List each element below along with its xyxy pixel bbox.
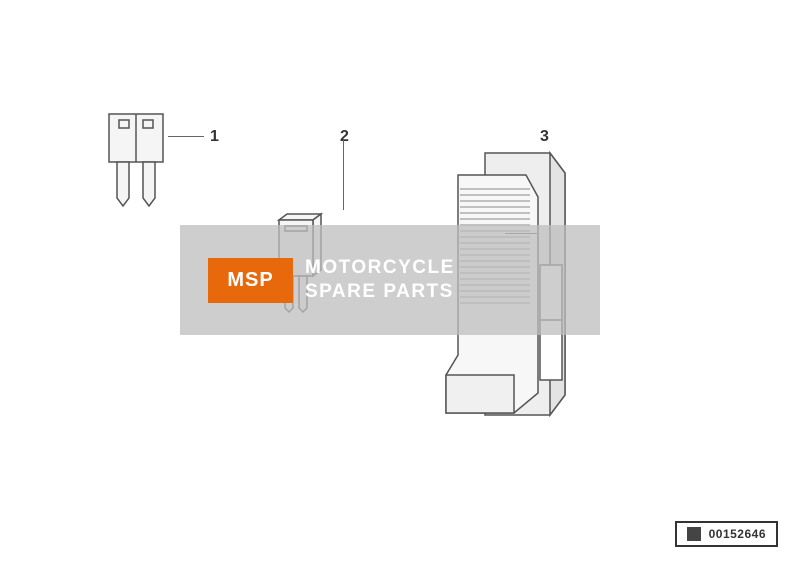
callout-label-3: 3 — [540, 128, 549, 146]
callout-line-2 — [343, 140, 344, 210]
diagram-id-box: 00152646 — [675, 521, 778, 547]
diagram-area: 1 2 3 MSP MOTORCYCLE SPARE PARTS 0015264… — [0, 0, 800, 565]
watermark-line2: SPARE PARTS — [305, 280, 455, 304]
watermark-overlay: MSP MOTORCYCLE SPARE PARTS — [180, 225, 600, 335]
id-box-icon — [687, 527, 701, 541]
callout-label-2: 2 — [340, 128, 349, 146]
watermark-badge: MSP — [208, 258, 293, 303]
callout-line-1 — [168, 136, 204, 137]
part-mini-fuse — [103, 110, 169, 215]
diagram-id-text: 00152646 — [709, 527, 766, 541]
watermark-line1: MOTORCYCLE — [305, 256, 455, 280]
watermark-badge-text: MSP — [227, 269, 273, 292]
watermark-text: MOTORCYCLE SPARE PARTS — [305, 256, 455, 304]
callout-label-1: 1 — [210, 128, 219, 146]
